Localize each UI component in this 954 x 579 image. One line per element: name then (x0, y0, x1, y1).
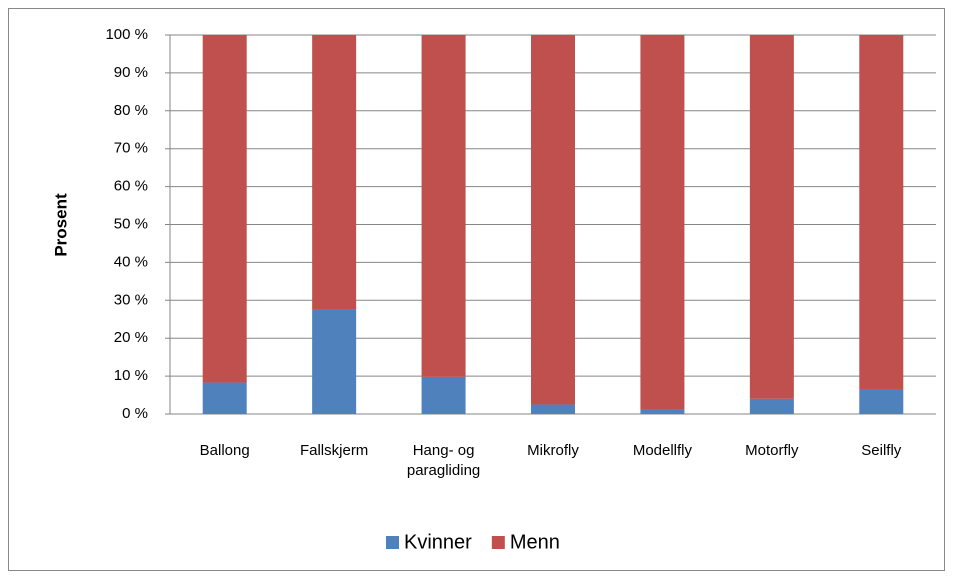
bar-segment (640, 35, 685, 410)
y-axis-label: Prosent (51, 193, 70, 257)
legend-label: Kvinner (404, 531, 472, 553)
bar-segment (749, 398, 794, 414)
bar-segment (312, 35, 357, 310)
x-tick-label: Motorfly (745, 442, 799, 459)
y-tick-label: 30 % (114, 291, 148, 308)
bar-segment (859, 35, 904, 389)
x-tick-label: Hang- og paragliding (406, 442, 481, 479)
x-tick-label: Ballong (199, 442, 250, 459)
bar-segment (531, 404, 575, 414)
y-tick-label: 40 % (114, 253, 148, 270)
legend-label: Menn (510, 531, 560, 553)
y-tick-label: 60 % (114, 178, 148, 195)
x-tick-label: Modellfly (632, 442, 693, 459)
bar-segment (202, 382, 247, 414)
bar-segment (202, 35, 247, 383)
y-tick-label: 90 % (114, 64, 148, 81)
legend-swatch (386, 536, 399, 549)
y-tick-label: 20 % (114, 329, 148, 346)
x-tick-label: Fallskjerm (299, 442, 369, 459)
bar-segment (749, 35, 794, 399)
legend-swatch (491, 536, 505, 549)
y-tick-label: 70 % (114, 140, 148, 157)
bar-segment (421, 376, 466, 414)
y-tick-label: 50 % (114, 215, 148, 232)
x-tick-label: Seilfly (861, 442, 902, 459)
chart-frame (8, 8, 945, 571)
bar-segment (421, 35, 466, 377)
bar-segment (312, 309, 357, 414)
x-tick-label: Mikrofly (527, 442, 579, 459)
bar-segment (531, 35, 575, 405)
bar-segment (640, 409, 685, 414)
y-tick-label: 80 % (114, 102, 148, 119)
y-tick-label: 10 % (114, 367, 148, 384)
y-tick-label: 100 % (105, 26, 148, 43)
y-tick-label: 0 % (122, 405, 148, 422)
bar-segment (859, 388, 904, 414)
